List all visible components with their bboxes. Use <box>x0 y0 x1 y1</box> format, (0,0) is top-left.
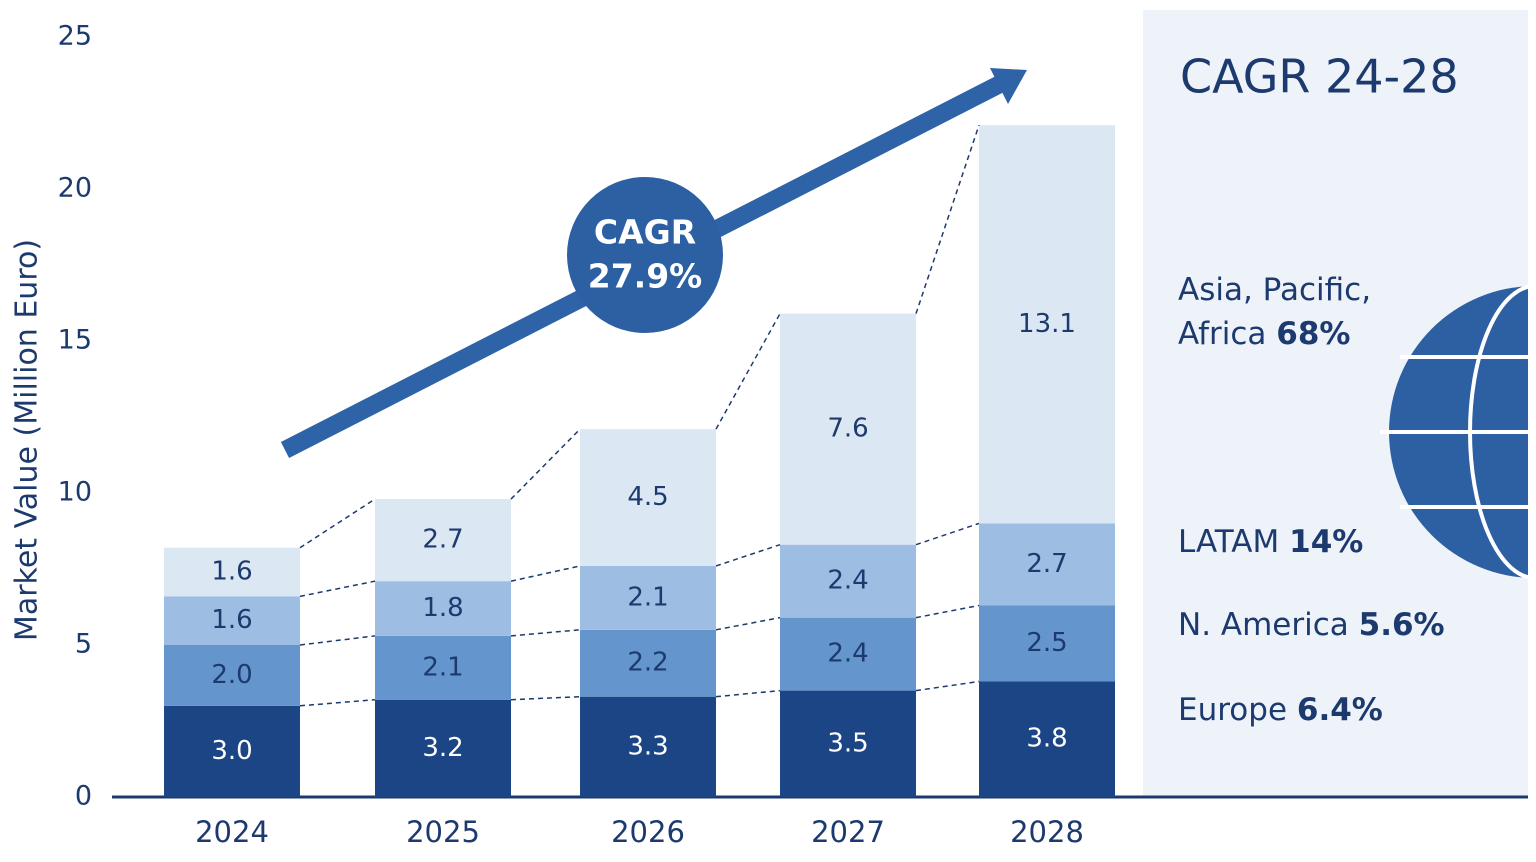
bar-segment <box>979 125 1115 524</box>
connector <box>715 313 781 430</box>
connector <box>299 698 376 707</box>
panel-title: CAGR 24-28 <box>1180 50 1459 104</box>
y-tick-label: 5 <box>75 629 92 660</box>
bar-segment <box>375 699 511 797</box>
connector <box>715 543 781 567</box>
y-axis-title: Market Value (Million Euro) <box>10 239 45 641</box>
cagr-badge <box>567 177 723 333</box>
y-tick-label: 0 <box>75 781 92 812</box>
connector <box>510 565 581 582</box>
connector <box>299 498 376 549</box>
globe-icon <box>1380 284 1528 580</box>
value-label: 3.0 <box>211 736 252 766</box>
bar-segment <box>164 596 300 645</box>
y-tick-label: 20 <box>58 173 92 204</box>
x-tick-label: 2027 <box>811 815 885 849</box>
bar-segment <box>580 629 716 697</box>
connector <box>915 522 980 546</box>
value-label: 2.0 <box>211 660 252 690</box>
bar-segment <box>979 523 1115 606</box>
value-label: 7.6 <box>827 414 868 444</box>
trend-arrow-head <box>990 68 1027 104</box>
y-tick-label: 15 <box>58 325 92 356</box>
value-label: 13.1 <box>1018 309 1076 339</box>
x-tick-label: 2026 <box>611 815 685 849</box>
region-item: Asia, Pacific, Africa 68% <box>1178 268 1398 356</box>
value-label: 3.3 <box>627 731 668 761</box>
bar-segment <box>164 705 300 797</box>
bar-segment <box>164 547 300 597</box>
value-label: 4.5 <box>627 482 668 512</box>
bar-segment <box>780 544 916 618</box>
bar-segment <box>164 645 300 706</box>
value-label: 2.4 <box>827 566 868 596</box>
value-label: 1.6 <box>211 557 252 587</box>
bar-segment <box>780 690 916 797</box>
region-item: N. America 5.6% <box>1178 603 1478 647</box>
bar-segment <box>375 581 511 636</box>
bar-segment <box>780 313 916 545</box>
value-label: 2.7 <box>1026 549 1067 579</box>
connector <box>510 629 581 637</box>
region-share: 5.6% <box>1358 607 1445 643</box>
region-name: N. America <box>1178 607 1349 643</box>
bar-segment <box>375 635 511 700</box>
value-label: 3.8 <box>1026 724 1067 754</box>
bar-segment <box>979 681 1115 797</box>
value-label: 2.1 <box>422 652 463 682</box>
region-item: LATAM 14% <box>1178 520 1478 564</box>
bar-segment <box>580 429 716 566</box>
bar-segment <box>580 565 716 630</box>
connector <box>299 635 376 646</box>
bar-segment <box>580 696 716 797</box>
value-label: 3.2 <box>422 733 463 763</box>
connector <box>915 604 980 619</box>
region-share: 14% <box>1289 524 1364 560</box>
y-tick-label: 10 <box>58 477 92 508</box>
value-label: 2.2 <box>627 648 668 678</box>
connector <box>510 428 581 500</box>
value-label: 1.8 <box>422 593 463 623</box>
region-name: Asia, Pacific, Africa <box>1178 272 1372 352</box>
value-label: 3.5 <box>827 728 868 758</box>
badge-value: 27.9% <box>588 257 703 296</box>
connector <box>715 616 781 631</box>
bar-segment <box>979 605 1115 682</box>
y-tick-label: 25 <box>58 21 92 52</box>
connector <box>715 689 781 698</box>
connector <box>915 124 980 314</box>
bar-segment <box>780 617 916 691</box>
region-share: 6.4% <box>1296 692 1383 728</box>
value-label: 2.7 <box>422 525 463 555</box>
value-label: 2.1 <box>627 582 668 612</box>
x-tick-label: 2028 <box>1010 815 1084 849</box>
value-label: 1.6 <box>211 605 252 635</box>
x-tick-label: 2024 <box>195 815 269 849</box>
connector <box>510 695 581 701</box>
connector <box>915 680 980 692</box>
region-name: LATAM <box>1178 524 1280 560</box>
region-item: Europe 6.4% <box>1178 688 1478 732</box>
bar-segment <box>375 499 511 582</box>
x-tick-label: 2025 <box>406 815 480 849</box>
badge-label: CAGR <box>594 213 696 252</box>
value-label: 2.5 <box>1026 628 1067 658</box>
connector <box>299 580 376 598</box>
region-share: 68% <box>1276 316 1351 352</box>
region-name: Europe <box>1178 692 1288 728</box>
value-label: 2.4 <box>827 639 868 669</box>
